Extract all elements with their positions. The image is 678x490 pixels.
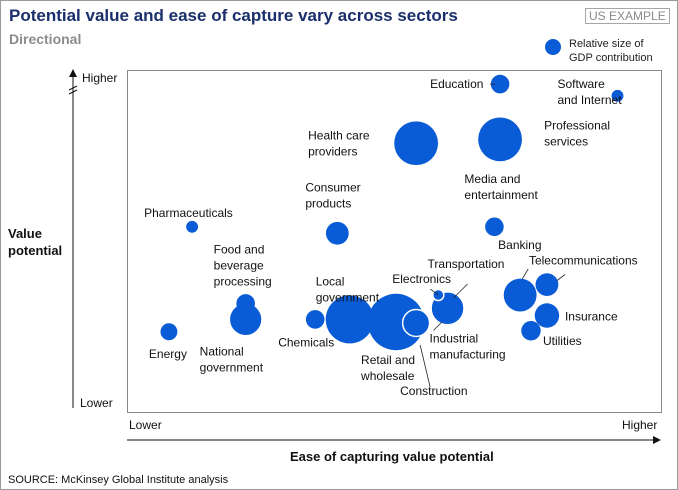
bubble-label-pharmaceuticals: Pharmaceuticals xyxy=(144,206,233,220)
bubble-utilities xyxy=(521,321,541,341)
bubble-label-construction: Construction xyxy=(400,384,467,398)
x-tick-higher: Higher xyxy=(622,418,658,432)
bubble-label-chemicals: Chemicals xyxy=(278,335,334,349)
bubble-label-electronics: Electronics xyxy=(392,272,451,286)
bubble-label-software-and-internet: Software and Internet xyxy=(557,77,622,107)
bubble-education xyxy=(490,74,510,94)
bubble-local-government xyxy=(325,295,374,344)
y-axis-label: Value potential xyxy=(8,226,63,258)
source-note: SOURCE: McKinsey Global Institute analys… xyxy=(8,474,229,486)
bubble-label-transportation: Transportation xyxy=(428,257,505,271)
leader-line-transportation xyxy=(453,283,468,299)
y-tick-higher: Higher xyxy=(82,71,118,85)
bubble-label-national-government: National government xyxy=(200,344,264,374)
leader-line-construction xyxy=(419,344,431,388)
bubble-retail-and-wholesale xyxy=(367,293,425,351)
bubble-software-and-internet xyxy=(611,89,624,102)
bubble-label-telecommunications: Telecommunications xyxy=(529,254,638,268)
bubble-health-care-providers xyxy=(394,121,439,166)
bubble-chemicals xyxy=(305,310,325,329)
bubble-national-government xyxy=(230,303,262,335)
bubble-media-and-entertainment xyxy=(485,217,504,237)
bubble-label-media-and-entertainment: Media and entertainment xyxy=(464,172,538,202)
region-badge: US EXAMPLE xyxy=(585,8,670,24)
bubble-label-health-care-providers: Health care providers xyxy=(308,128,370,158)
legend-bubble-icon xyxy=(545,39,561,55)
leader-line-telecommunications xyxy=(556,274,566,281)
bubble-transportation xyxy=(436,298,459,321)
bubble-label-industrial-manufacturing: Industrial manufacturing xyxy=(430,331,506,361)
bubble-telecommunications xyxy=(535,273,559,297)
bubble-label-utilities: Utilities xyxy=(543,334,582,348)
bubble-label-consumer-products: Consumer products xyxy=(305,180,360,210)
chart-subtitle: Directional xyxy=(9,31,82,47)
chart-title: Potential value and ease of capture vary… xyxy=(9,6,458,25)
bubble-banking xyxy=(503,278,537,312)
legend-text: Relative size of GDP contribution xyxy=(569,38,653,64)
leader-line-banking xyxy=(521,268,529,280)
plot-area xyxy=(127,70,662,413)
bubble-label-energy: Energy xyxy=(149,347,187,361)
bubble-insurance xyxy=(534,303,560,328)
x-tick-lower: Lower xyxy=(129,418,162,432)
leader-line-industrial-manufacturing xyxy=(433,322,442,331)
bubble-label-retail-and-wholesale: Retail and wholesale xyxy=(360,353,415,383)
bubble-construction xyxy=(401,308,431,338)
bubble-energy xyxy=(160,323,178,341)
bubble-label-education: Education xyxy=(430,77,483,91)
bubble-label-food-and-beverage-processing: Food and beverage processing xyxy=(214,242,272,288)
y-axis-break-mark xyxy=(68,85,78,91)
bubble-label-professional-services: Professional services xyxy=(544,118,610,148)
bubble-pharmaceuticals xyxy=(186,220,199,233)
bubble-electronics xyxy=(432,288,445,302)
y-tick-lower: Lower xyxy=(80,396,113,410)
bubble-food-and-beverage-processing xyxy=(236,294,255,313)
bubble-label-insurance: Insurance xyxy=(565,310,618,324)
y-axis-break-mark xyxy=(68,89,78,95)
bubble-label-banking: Banking xyxy=(498,238,541,252)
bubble-consumer-products xyxy=(325,221,349,245)
bubble-label-local-government: Local government xyxy=(316,274,380,304)
bubble-professional-services xyxy=(478,117,522,162)
x-axis-label: Ease of capturing value potential xyxy=(290,449,494,464)
leader-line-electronics xyxy=(430,288,439,296)
